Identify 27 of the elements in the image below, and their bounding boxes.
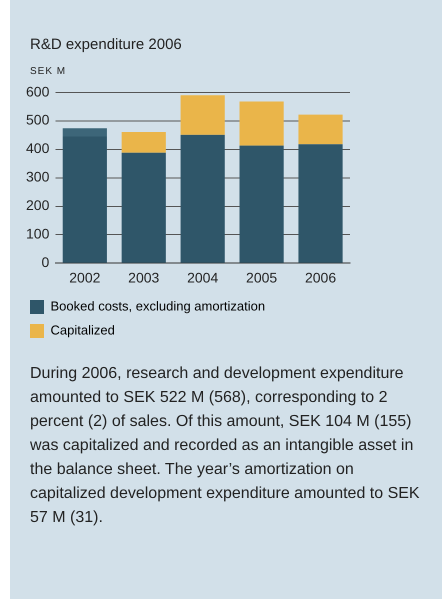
x-tick-label: 2003	[128, 269, 160, 286]
x-tick-label: 2002	[69, 269, 101, 286]
y-tick-label: 400	[26, 140, 50, 156]
y-tick-label: 600	[26, 83, 50, 100]
bar	[180, 134, 225, 263]
x-tick-label: 2004	[187, 269, 218, 286]
y-tick-label: 200	[26, 197, 50, 214]
bar	[298, 114, 343, 144]
bar	[122, 132, 166, 153]
bar	[298, 144, 343, 263]
y-tick-label: 0	[42, 254, 50, 270]
bar	[240, 146, 284, 263]
y-tick-label: 300	[26, 168, 50, 185]
bar	[122, 152, 166, 263]
y-axis-title: SEK M	[30, 66, 66, 77]
bar	[240, 102, 284, 146]
bar	[62, 128, 107, 137]
x-tick-label: 2006	[304, 269, 336, 286]
legend-label: Booked costs, excluding amortization	[50, 298, 266, 314]
bar	[180, 95, 225, 135]
y-tick-label: 500	[26, 112, 50, 128]
legend-label: Capitalized	[50, 322, 115, 338]
y-tick-label: 100	[26, 226, 50, 242]
bar	[62, 136, 107, 263]
text: During 2006, research and development expenditure amounted to SEK 522 M (568), corresponding to 2 percent (2) of sales. Of this amount, SEK 104 M (155) was capitalized and recorded as an intangible asset in the balance sheet. The year’s amortization on capitalized development expenditure amounted to SEK 57 M (31).	[30, 364, 421, 528]
x-tick-label: 2005	[246, 269, 278, 286]
chart-title: R&D expenditure 2006	[30, 36, 182, 53]
